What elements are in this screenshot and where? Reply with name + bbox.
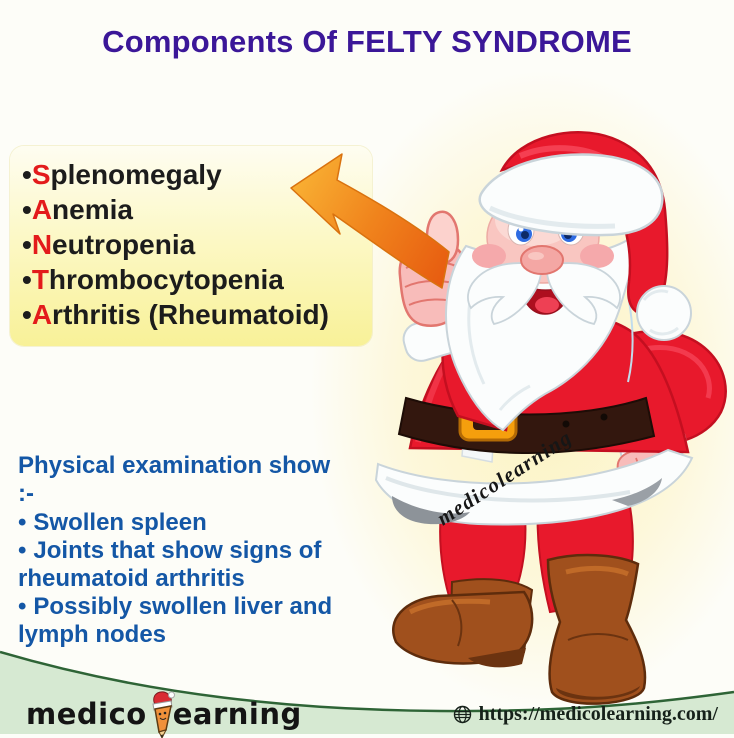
- mnemonic-item-anemia: •Anemia: [22, 192, 360, 227]
- mnemonic-item-thrombocytopenia: •Thrombocytopenia: [22, 262, 360, 297]
- mnemonic-text: rthritis (Rheumatoid): [52, 299, 329, 330]
- physical-exam-item-text: Joints that show signs of rheumatoid art…: [18, 537, 322, 592]
- santa-right-arm: [616, 329, 727, 494]
- brand-logo-suffix: earning: [172, 697, 302, 731]
- santa-illustration: [374, 131, 727, 705]
- physical-exam-section: Physical examination show :- • Swollen sp…: [18, 452, 350, 649]
- globe-icon: [453, 705, 471, 724]
- mnemonic-letter: T: [31, 264, 49, 295]
- physical-exam-item-text: Possibly swollen liver and lymph nodes: [18, 593, 333, 648]
- website-url-row: https://medicolearning.com/: [453, 703, 718, 726]
- mnemonic-letter: A: [31, 299, 53, 330]
- mnemonic-text: hrombocytopenia: [48, 264, 284, 295]
- mnemonic-text: nemia: [52, 194, 133, 225]
- mnemonic-letter: N: [31, 229, 53, 260]
- santa-eyes: [507, 214, 585, 246]
- mnemonic-letter: S: [31, 159, 51, 190]
- santa-mouth: [519, 279, 572, 315]
- watermark-text: medicolearning: [432, 424, 577, 531]
- santa-mustache: [467, 262, 543, 326]
- mnemonic-item-splenomegaly: •Splenomegaly: [22, 157, 360, 192]
- santa-boots: [392, 553, 647, 705]
- brand-logo-prefix: medico: [26, 697, 147, 731]
- santa-face: [467, 190, 621, 326]
- santa-nose: [520, 245, 564, 275]
- bullet: •: [18, 509, 27, 536]
- santa-beard: [445, 234, 637, 432]
- bullet: •: [22, 264, 32, 295]
- santa-hat: [478, 131, 692, 341]
- physical-exam-item: • Joints that show signs of rheumatoid ar…: [18, 537, 350, 593]
- bullet: •: [22, 159, 32, 190]
- santa-belt: [397, 395, 656, 455]
- santa-cheek-right: [580, 244, 614, 268]
- page-title: Components Of FELTY SYNDROME: [102, 24, 632, 59]
- bullet: •: [22, 299, 32, 330]
- glow-backdrop: [310, 70, 734, 710]
- physical-exam-heading: Physical examination show :-: [18, 452, 331, 507]
- bullet: •: [22, 194, 32, 225]
- website-url[interactable]: https://medicolearning.com/: [478, 703, 718, 725]
- physical-exam-item: • Possibly swollen liver and lymph nodes: [18, 593, 350, 649]
- mnemonic-box: •Splenomegaly •Anemia •Neutropenia •Thro…: [10, 146, 372, 346]
- physical-exam-item: • Swollen spleen: [18, 509, 350, 537]
- pencil-mascot-icon: [152, 691, 175, 738]
- bullet: •: [18, 593, 27, 620]
- brand-logo: medico earning: [26, 688, 302, 738]
- physical-exam-item-text: Swollen spleen: [33, 509, 207, 536]
- bullet: •: [22, 229, 32, 260]
- bullet: •: [18, 537, 27, 564]
- mnemonic-letter: A: [31, 194, 53, 225]
- santa-hat-pompom: [636, 285, 692, 341]
- santa-thumbs-up-hand: [398, 210, 509, 432]
- mnemonic-text: eutropenia: [52, 229, 196, 260]
- mnemonic-item-arthritis: •Arthritis (Rheumatoid): [22, 297, 360, 332]
- mnemonic-text: plenomegaly: [50, 159, 222, 190]
- mnemonic-item-neutropenia: •Neutropenia: [22, 227, 360, 262]
- santa-cheek-left: [472, 244, 506, 268]
